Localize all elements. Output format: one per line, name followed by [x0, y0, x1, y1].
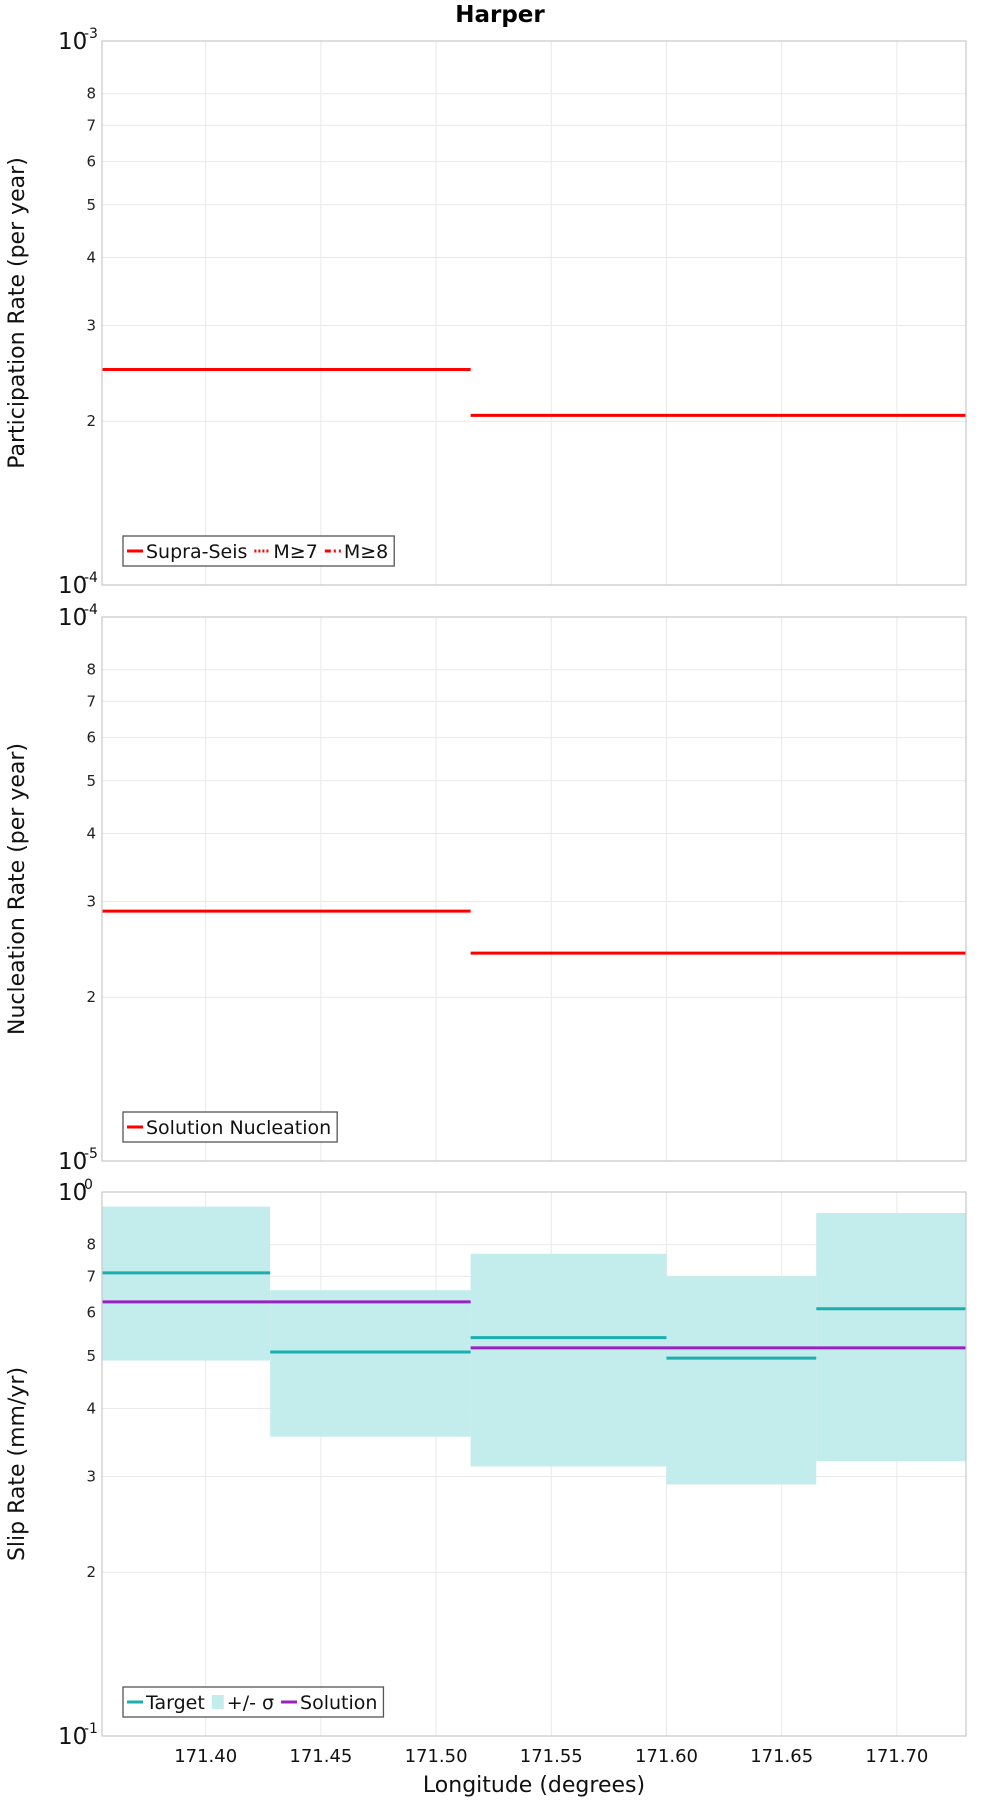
- y-tick-label: 3: [86, 1467, 96, 1485]
- y-tick-label: 5: [86, 772, 96, 790]
- x-axis-label: Longitude (degrees): [423, 1773, 645, 1798]
- y-tick-label: 8: [86, 661, 96, 679]
- y-tick-label: 3: [86, 316, 96, 334]
- y-tick-label: 5: [86, 196, 96, 214]
- legend-label: Solution: [300, 1692, 377, 1714]
- plot-frame: [101, 40, 967, 586]
- y-decade-label: 10: [58, 573, 87, 599]
- sigma-band-segment: [666, 1276, 817, 1485]
- y-tick-label: 4: [86, 824, 96, 842]
- legend: Target +/- σ Solution: [122, 1686, 385, 1718]
- x-tick-label: 171.45: [289, 1746, 352, 1767]
- legend-box: [122, 1686, 385, 1718]
- y-tick-label: 6: [86, 153, 96, 171]
- y-tick-label: 7: [86, 692, 96, 710]
- sigma-band-segment: [470, 1253, 667, 1467]
- y-decade-label: 10: [58, 1180, 87, 1206]
- y-axis-label: Slip Rate (mm/yr): [5, 1367, 30, 1561]
- legend-label: +/- σ: [227, 1692, 274, 1714]
- legend-box: [122, 1111, 338, 1143]
- y-decade-label: 10: [58, 1724, 87, 1750]
- plot-frame: [101, 616, 967, 1162]
- x-tick-label: 171.50: [405, 1746, 468, 1767]
- legend-label: Solution Nucleation: [146, 1117, 331, 1139]
- y-decade-exponent: -5: [84, 1146, 98, 1162]
- y-tick-label: 7: [86, 1267, 96, 1285]
- y-tick-label: 4: [86, 1399, 96, 1417]
- chart-title: Harper: [455, 2, 545, 28]
- y-axis-label: Participation Rate (per year): [5, 157, 30, 469]
- y-decade-label: 10: [58, 1149, 87, 1175]
- sigma-band-segment: [816, 1212, 966, 1462]
- y-decade-exponent: -4: [84, 570, 98, 586]
- y-decade-label: 10: [58, 29, 87, 55]
- y-tick-label: 7: [86, 116, 96, 134]
- y-tick-label: 2: [86, 988, 96, 1006]
- y-decade-exponent: 0: [84, 1177, 93, 1193]
- legend-swatch: [211, 1695, 224, 1709]
- y-tick-label: 8: [86, 85, 96, 103]
- y-tick-label: 2: [86, 412, 96, 430]
- x-tick-label: 171.70: [865, 1746, 928, 1767]
- x-tick-label: 171.60: [635, 1746, 698, 1767]
- y-tick-label: 5: [86, 1347, 96, 1365]
- legend-label: Target: [145, 1692, 205, 1714]
- y-tick-label: 2: [86, 1563, 96, 1581]
- y-tick-label: 8: [86, 1236, 96, 1254]
- y-tick-label: 6: [86, 1304, 96, 1322]
- y-tick-label: 4: [86, 248, 96, 266]
- y-tick-label: 6: [86, 729, 96, 747]
- sigma-band-segment: [102, 1206, 271, 1361]
- legend-label: M≥8: [344, 541, 388, 563]
- sigma-band-segment: [270, 1290, 471, 1437]
- legend: Supra-Seis M≥7 M≥8: [122, 535, 395, 567]
- y-decade-exponent: -1: [84, 1721, 98, 1737]
- x-tick-label: 171.65: [750, 1746, 813, 1767]
- y-decade-label: 10: [58, 605, 87, 631]
- y-decade-exponent: -4: [84, 602, 98, 618]
- legend-label: M≥7: [273, 541, 317, 563]
- y-tick-label: 3: [86, 892, 96, 910]
- y-axis-label: Nucleation Rate (per year): [5, 743, 30, 1035]
- legend: Solution Nucleation: [122, 1111, 338, 1143]
- y-decade-exponent: -3: [84, 26, 98, 42]
- x-tick-label: 171.55: [520, 1746, 583, 1767]
- legend-label: Supra-Seis: [146, 541, 247, 563]
- plot-frame: [101, 1191, 967, 1737]
- x-tick-label: 171.40: [174, 1746, 237, 1767]
